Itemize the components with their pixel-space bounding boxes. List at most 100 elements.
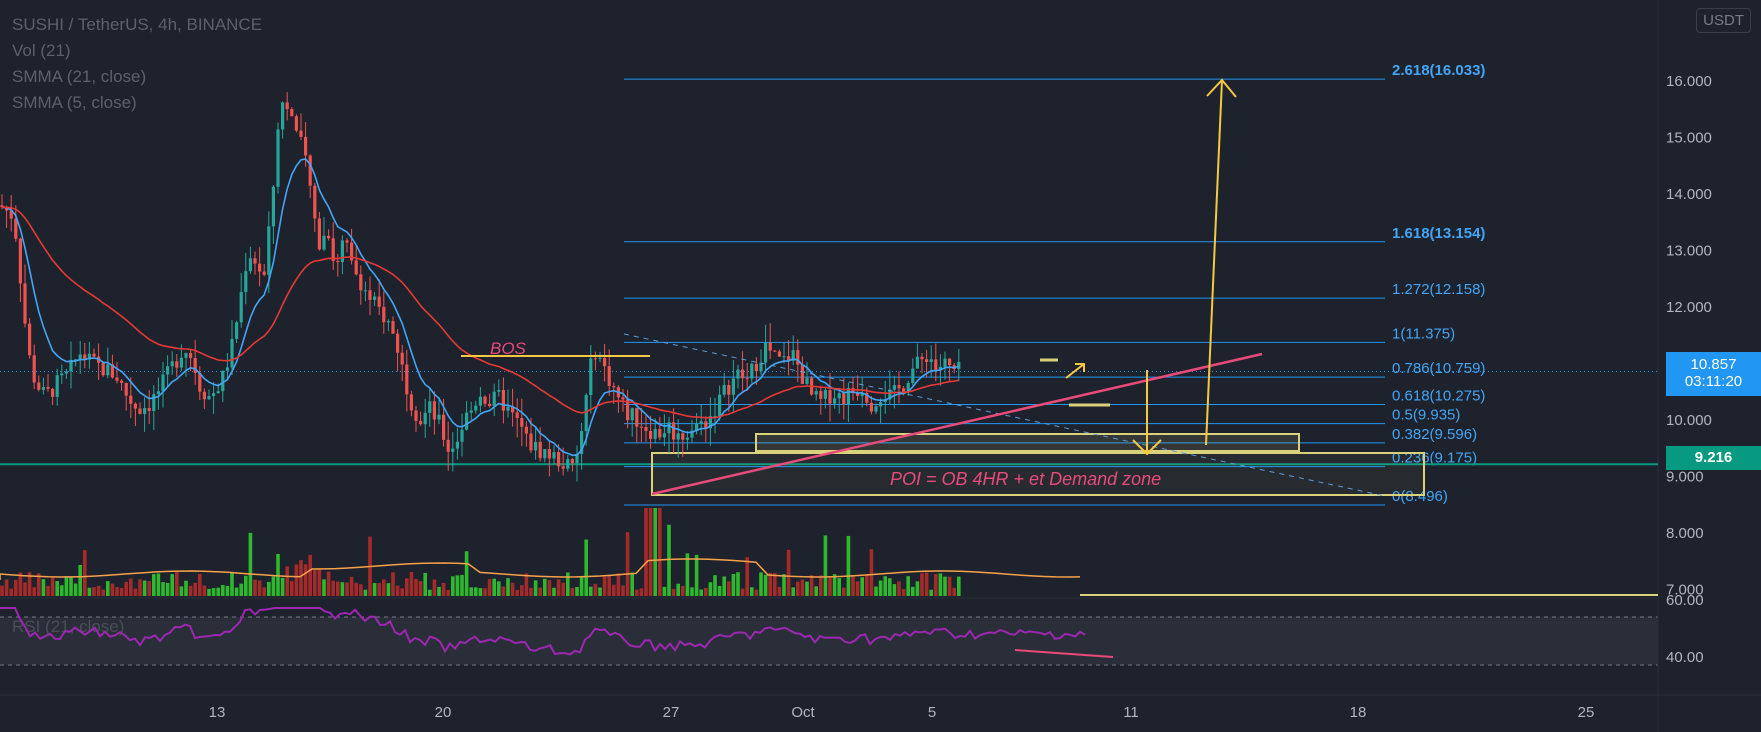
candle-body: [382, 306, 386, 323]
candle-body: [391, 321, 395, 334]
candle-body: [639, 426, 643, 428]
up-arrow-head: [1206, 78, 1237, 98]
candle-body: [667, 422, 671, 434]
volume-bar: [740, 588, 745, 596]
volume-bar: [294, 564, 299, 596]
candle-body: [501, 389, 505, 411]
volume-bar: [644, 508, 648, 596]
volume-bar: [763, 574, 768, 596]
volume-bar: [727, 581, 731, 596]
candle-body: [557, 452, 561, 467]
candle-body: [566, 459, 570, 469]
candle-body: [51, 388, 55, 397]
candle-body: [138, 408, 142, 414]
candle-body: [741, 369, 745, 379]
candle-body: [529, 433, 533, 451]
candle-body: [547, 449, 551, 459]
volume-bar: [377, 583, 381, 596]
candle-body: [373, 296, 377, 300]
candle-body: [754, 363, 758, 372]
candle-body: [718, 394, 722, 416]
volume-bar: [230, 572, 234, 596]
indicator-smma-21[interactable]: SMMA (21, close): [12, 67, 147, 86]
candle-body: [124, 382, 128, 396]
candle-body: [41, 387, 45, 390]
candle-body: [156, 391, 160, 395]
volume-bar: [400, 588, 404, 596]
bos-label: BOS: [490, 339, 527, 358]
volume-bar: [87, 587, 92, 596]
candle-body: [308, 155, 312, 186]
candle-body: [915, 356, 919, 369]
candle-body: [175, 361, 179, 368]
candle-body: [83, 354, 87, 360]
candle-body: [455, 441, 459, 449]
candle-body: [120, 380, 124, 383]
volume-bar: [773, 573, 777, 596]
indicator-vol[interactable]: Vol (21): [12, 41, 71, 60]
candle-body: [143, 408, 147, 414]
candle-body: [110, 364, 114, 378]
volume-bar: [639, 588, 644, 596]
time-tick-label: Oct: [791, 704, 815, 721]
volume-bar: [906, 576, 910, 596]
volume-bar: [602, 576, 607, 596]
candle-body: [869, 402, 873, 412]
volume-bar: [579, 576, 584, 596]
candle-body: [607, 366, 611, 387]
candle-body: [570, 459, 574, 464]
volume-bar: [676, 583, 680, 596]
candle-body: [695, 423, 699, 431]
volume-bar: [607, 575, 611, 596]
volume-bar: [653, 508, 657, 596]
candle-body: [405, 364, 409, 395]
volume-bar: [363, 589, 368, 596]
volume-bar: [188, 585, 193, 596]
candle-body: [879, 402, 883, 407]
indicator-smma-5[interactable]: SMMA (5, close): [12, 93, 137, 112]
demand-zone-small: [755, 433, 1300, 452]
volume-bar: [892, 584, 897, 596]
candle-body: [819, 391, 823, 399]
candle-body: [74, 359, 78, 361]
volume-bar: [124, 581, 128, 596]
candle-body: [299, 130, 303, 137]
candle-body: [860, 392, 864, 396]
candle-body: [23, 283, 27, 324]
candle-body: [290, 109, 294, 117]
volume-bar: [842, 587, 846, 596]
candle-body: [446, 439, 450, 452]
candle-body: [736, 369, 740, 379]
candle-body: [713, 415, 717, 417]
candle-body: [621, 397, 625, 400]
rsi-band: [0, 617, 1658, 665]
volume-bar: [777, 586, 782, 596]
volume-bar: [759, 572, 763, 596]
candle-body: [386, 321, 390, 323]
volume-bar: [897, 581, 901, 596]
candle-body: [635, 408, 639, 427]
price-tick-label: 15.000: [1666, 130, 1712, 147]
candle-body: [672, 422, 676, 440]
candle-body: [322, 235, 326, 250]
volume-bar: [115, 587, 119, 596]
volume-bar: [349, 576, 354, 596]
candle-body: [189, 353, 193, 359]
candle-body: [64, 371, 68, 374]
volume-bar: [221, 584, 225, 596]
candle-body: [653, 429, 657, 439]
symbol-title[interactable]: SUSHI / TetherUS, 4h, BINANCE: [12, 15, 263, 34]
currency-button[interactable]: USDT: [1696, 8, 1751, 33]
candle-body: [865, 392, 869, 403]
volume-bar: [340, 582, 345, 596]
candle-body: [906, 382, 910, 392]
volume-bar: [717, 585, 722, 596]
candle-body: [428, 401, 432, 413]
candle-body: [773, 350, 777, 352]
candle-body: [331, 238, 335, 261]
candle-body: [253, 258, 257, 264]
candle-body: [354, 260, 358, 275]
candle-body: [423, 412, 427, 425]
